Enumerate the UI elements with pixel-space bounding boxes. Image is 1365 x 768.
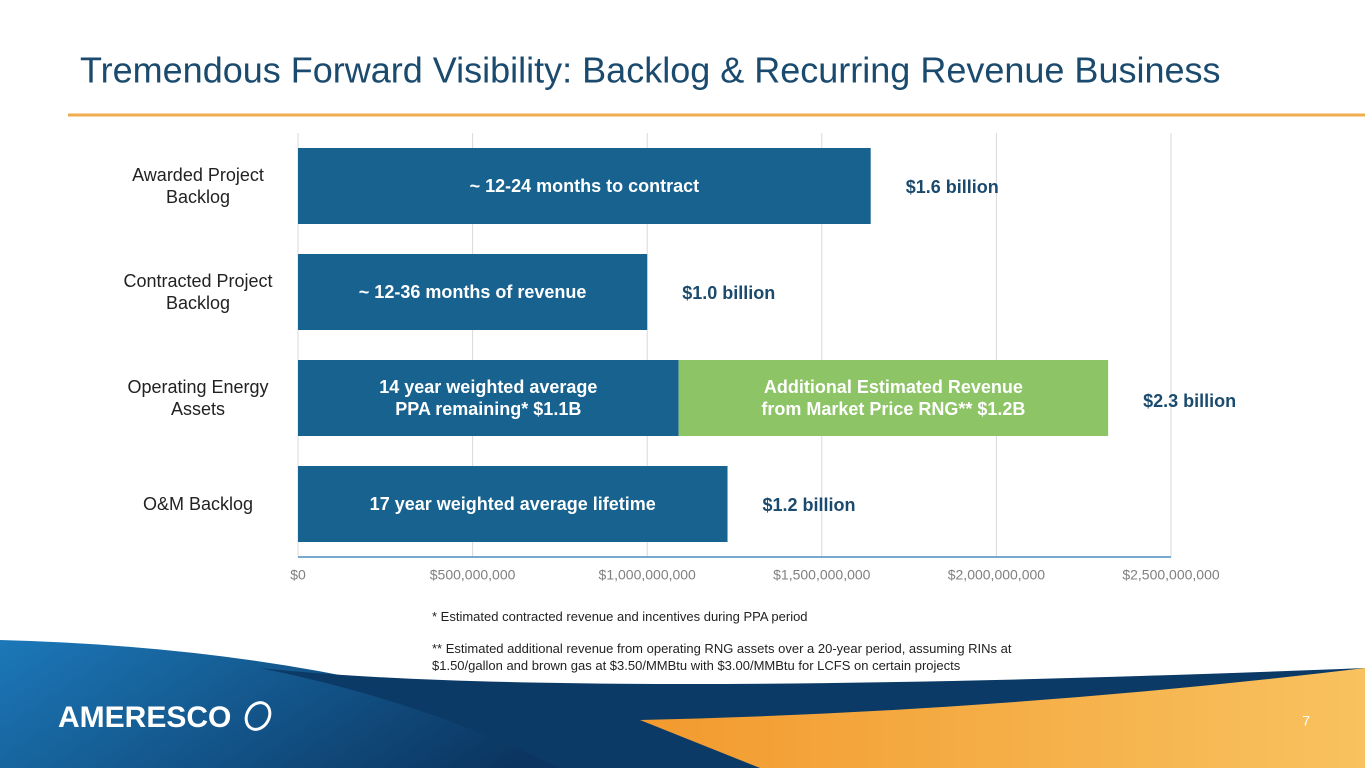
bar xyxy=(298,254,648,330)
page-number: 7 xyxy=(1302,713,1310,729)
bar xyxy=(678,360,1109,436)
footer-blue xyxy=(0,640,640,768)
x-tick-label: $2,000,000,000 xyxy=(948,567,1046,583)
slide-title: Tremendous Forward Visibility: Backlog &… xyxy=(80,50,1221,91)
footer-orange xyxy=(640,668,1365,768)
footnote: * Estimated contracted revenue and incen… xyxy=(432,609,808,624)
category-label: Contracted Project Backlog xyxy=(123,271,273,313)
bar-label: ~ 12-24 months to contract xyxy=(469,176,700,196)
bar-label: 17 year weighted average lifetime xyxy=(369,494,656,514)
category-label: Awarded Project Backlog xyxy=(132,165,264,207)
bar xyxy=(298,148,871,224)
bar xyxy=(298,466,728,542)
value-label: $1.2 billion xyxy=(763,495,856,515)
bar-label: Additional Estimated Revenue from Market… xyxy=(761,377,1026,419)
x-tick-label: $500,000,000 xyxy=(430,567,516,583)
logo: AMERESCO xyxy=(58,701,231,734)
logo-mark xyxy=(244,701,272,731)
footnote: ** Estimated additional revenue from ope… xyxy=(432,641,1012,673)
bar-label: 14 year weighted average PPA remaining* … xyxy=(379,377,598,419)
x-tick-label: $0 xyxy=(290,567,306,583)
total-label: $2.3 billion xyxy=(1143,391,1236,411)
x-tick-label: $1,000,000,000 xyxy=(599,567,697,583)
value-label: $1.0 billion xyxy=(682,283,775,303)
category-label: Operating Energy Assets xyxy=(127,377,269,419)
x-tick-label: $1,500,000,000 xyxy=(773,567,871,583)
bar xyxy=(298,360,679,436)
bar-label: ~ 12-36 months of revenue xyxy=(358,282,587,302)
value-label: $1.6 billion xyxy=(906,177,999,197)
x-tick-label: $2,500,000,000 xyxy=(1122,567,1220,583)
category-label: O&M Backlog xyxy=(142,494,254,514)
